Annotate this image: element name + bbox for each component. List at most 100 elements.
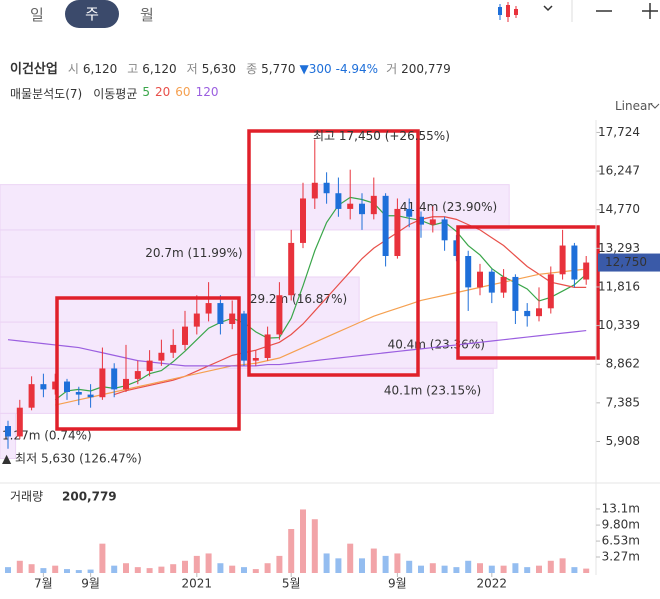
volume-bar: [571, 567, 578, 573]
x-tick-label: 2022: [477, 577, 508, 591]
volume-bar: [429, 563, 436, 573]
volume-bar: [123, 563, 129, 573]
candle-body: [418, 216, 424, 225]
candle-body: [111, 368, 118, 390]
candle-body: [512, 276, 519, 311]
y-tick-label: 10,339: [598, 318, 640, 332]
volume-bar: [323, 553, 330, 573]
price-tag: [598, 253, 660, 272]
field-value: 6,120: [142, 62, 177, 76]
y-tick-label: 6.53m: [602, 534, 640, 548]
volume-bar: [87, 569, 94, 573]
volume-bar: [111, 565, 118, 573]
field-label: 고: [127, 62, 139, 76]
candle-body: [288, 242, 295, 296]
volume-bar: [28, 564, 35, 573]
volume-bar: [335, 558, 342, 573]
highlight-boxes: [55, 129, 600, 431]
volume-bar: [382, 555, 389, 573]
tab[interactable]: 일: [30, 6, 44, 24]
x-tick-label: 9월: [81, 577, 100, 591]
candle-body: [16, 407, 23, 437]
y-tick-label: 5,908: [606, 434, 640, 448]
candle-body: [28, 384, 35, 408]
candle-body: [217, 303, 224, 324]
y-tick-label: 16,247: [598, 164, 640, 178]
volume-bar: [347, 543, 354, 573]
volume-bar: [217, 563, 224, 573]
candle-body: [477, 271, 483, 288]
volume-bar: [583, 568, 590, 573]
stock-name: 이건산업: [10, 62, 58, 77]
profile-label: 41.4m (23.90%): [400, 200, 497, 214]
candle-body: [524, 310, 531, 317]
profile-label: 20.7m (11.99%): [145, 246, 242, 260]
candle-body: [300, 198, 306, 243]
volume-bar: [193, 555, 200, 573]
x-tick-label: 9월: [388, 577, 407, 591]
candle-body: [406, 208, 413, 217]
volume-bar: [441, 565, 448, 573]
y-tick-label: 13.1m: [602, 501, 640, 515]
candle-body: [323, 182, 330, 194]
volume-bar: [477, 563, 483, 573]
candle-body: [134, 371, 141, 379]
field-label: 종: [246, 62, 258, 76]
volume-bar: [182, 560, 188, 573]
candle-body: [547, 274, 554, 309]
x-tick-label: 2021: [182, 577, 213, 591]
candle-body: [241, 313, 247, 361]
volume-bar: [311, 519, 318, 573]
y-tick-label: 17,724: [598, 125, 640, 139]
candle-body: [205, 303, 212, 314]
stock-info: 이건산업 시 6,120 고 6,120 저 5,630 종 5,770 ▼300 -4.94% 거…: [10, 58, 451, 77]
x-tick-label: 7월: [34, 577, 53, 591]
candle-body: [182, 326, 188, 345]
profile-label: 40.1m (23.15%): [384, 383, 481, 397]
ma-line: [54, 196, 587, 401]
volume-bar: [418, 565, 424, 573]
candle-body: [40, 384, 47, 390]
field-value: 6,120: [82, 62, 118, 76]
y-tick-label: 9.80m: [602, 518, 640, 532]
candle-body: [382, 195, 389, 256]
candle-body: [5, 426, 11, 437]
volume-bar: [229, 565, 236, 573]
profile-bar: [0, 229, 256, 278]
volume-bar: [241, 567, 247, 573]
volume-bar: [64, 569, 70, 573]
annotation: 최고 17,450 (+26.55%): [313, 129, 450, 143]
ma-line: [55, 268, 587, 406]
annotation: ▲ 최저 5,630 (126.47%): [2, 451, 142, 465]
profile-label: 1.27m (0.74%): [2, 428, 92, 442]
candle-body: [123, 378, 129, 390]
volume-bar: [134, 567, 141, 573]
candle-body: [488, 271, 495, 293]
candle-body: [170, 344, 177, 353]
candle-body: [99, 368, 106, 398]
field-label: 저: [186, 62, 198, 76]
change-pct: -4.94%: [335, 62, 379, 76]
ma-legend: 120: [195, 85, 219, 99]
tab[interactable]: 월: [140, 6, 154, 24]
candle-body: [311, 182, 318, 199]
volume-bar: [146, 568, 153, 573]
tab[interactable]: 주: [65, 0, 119, 28]
y-tick-label: 11,816: [598, 279, 640, 293]
scale-mode[interactable]: Linear: [615, 99, 653, 113]
y-tick-label: 7,385: [606, 395, 640, 409]
candle-body: [370, 195, 377, 215]
volume-bar: [5, 567, 11, 573]
volume-bar: [465, 560, 472, 573]
volume-bar: [75, 570, 82, 573]
volume-bar: [99, 543, 106, 573]
y-tick-label: 8,862: [606, 357, 640, 371]
legend: 매물분석도(7) 이동평균 5 20 60 120: [10, 85, 218, 102]
candle-body: [335, 193, 342, 209]
volume-bar: [406, 560, 413, 573]
volume-bar: [16, 560, 23, 573]
x-tick-label: 5월: [282, 577, 301, 591]
candle-body: [559, 245, 566, 275]
volume-bar: [536, 565, 542, 573]
field-label: 시: [67, 62, 79, 76]
